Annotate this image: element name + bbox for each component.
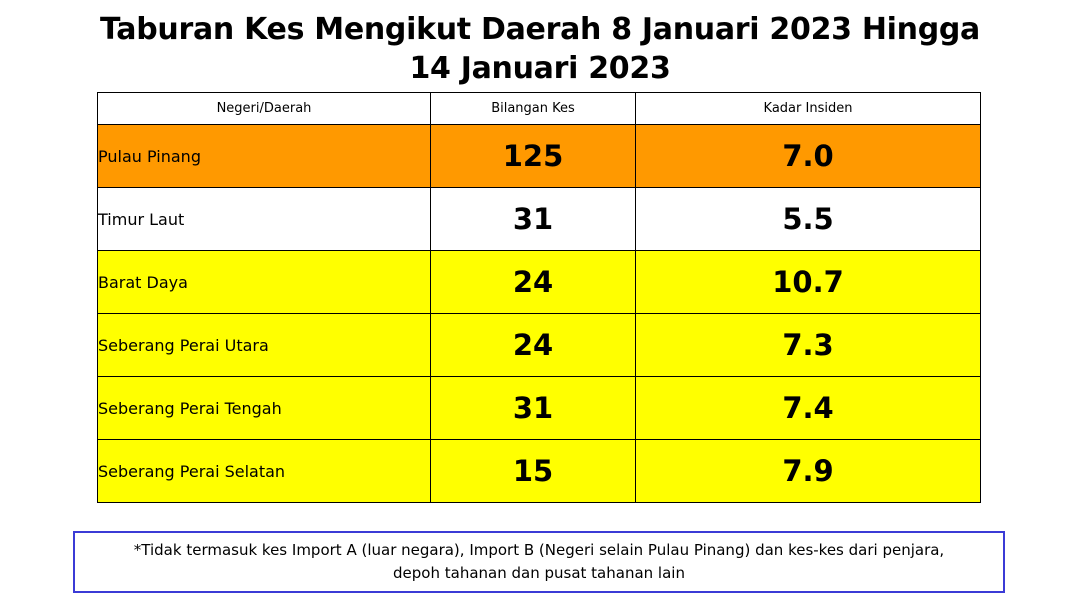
table-row: Seberang Perai Tengah 31 7.4	[97, 376, 981, 440]
incidence-rate: 7.3	[635, 313, 981, 377]
incidence-rate: 5.5	[635, 187, 981, 251]
header-incidence-rate: Kadar Insiden	[635, 92, 981, 125]
footnote-line-2: depoh tahanan dan pusat tahanan lain	[393, 564, 685, 582]
case-count: 125	[430, 124, 636, 188]
footnote-box: *Tidak termasuk kes Import A (luar negar…	[73, 531, 1005, 593]
title-line-2: 14 Januari 2023	[409, 51, 671, 86]
table-header-row: Negeri/Daerah Bilangan Kes Kadar Insiden	[97, 92, 981, 125]
district-name: Seberang Perai Utara	[97, 313, 431, 377]
case-count: 24	[430, 250, 636, 314]
page-title: Taburan Kes Mengikut Daerah 8 Januari 20…	[0, 10, 1080, 88]
district-name: Barat Daya	[97, 250, 431, 314]
district-name: Pulau Pinang	[97, 124, 431, 188]
table-row: Pulau Pinang 125 7.0	[97, 124, 981, 188]
case-count: 31	[430, 376, 636, 440]
district-name: Timur Laut	[97, 187, 431, 251]
case-count: 31	[430, 187, 636, 251]
incidence-rate: 7.9	[635, 439, 981, 503]
table-row: Seberang Perai Utara 24 7.3	[97, 313, 981, 377]
title-line-1: Taburan Kes Mengikut Daerah 8 Januari 20…	[99, 12, 980, 47]
header-case-count: Bilangan Kes	[430, 92, 636, 125]
case-count: 15	[430, 439, 636, 503]
table-row: Timur Laut 31 5.5	[97, 187, 981, 251]
district-name: Seberang Perai Tengah	[97, 376, 431, 440]
header-district: Negeri/Daerah	[97, 92, 431, 125]
case-distribution-table: Negeri/Daerah Bilangan Kes Kadar Insiden…	[97, 92, 981, 503]
incidence-rate: 10.7	[635, 250, 981, 314]
footnote-line-1: *Tidak termasuk kes Import A (luar negar…	[133, 541, 945, 559]
case-count: 24	[430, 313, 636, 377]
district-name: Seberang Perai Selatan	[97, 439, 431, 503]
incidence-rate: 7.4	[635, 376, 981, 440]
table-row: Seberang Perai Selatan 15 7.9	[97, 439, 981, 503]
incidence-rate: 7.0	[635, 124, 981, 188]
table-row: Barat Daya 24 10.7	[97, 250, 981, 314]
